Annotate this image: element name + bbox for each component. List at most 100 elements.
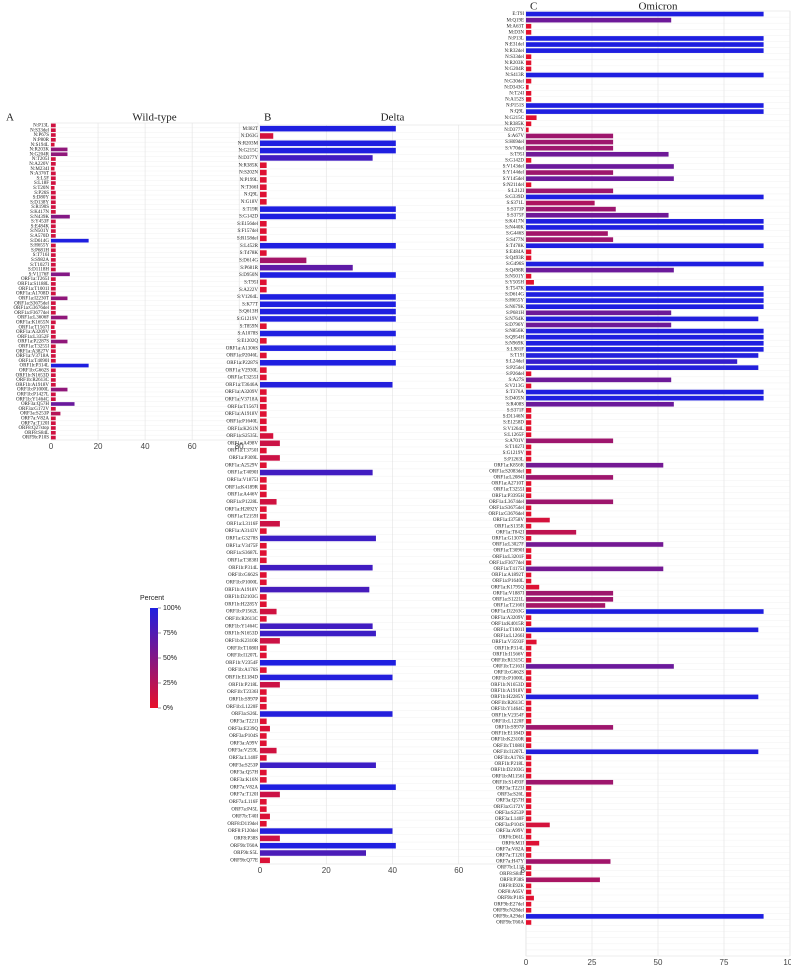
category-label: ORF8:Q27stop [18,426,49,431]
bar [51,349,56,353]
bar [51,128,56,133]
bar [526,816,532,822]
category-label: ORF1a:A2710T [492,482,525,487]
bar [51,190,56,195]
category-label: ORF1a:T3255I [18,344,49,349]
category-label: ORF1b:T1080I [493,744,524,749]
category-label: S:P681R [240,266,258,271]
category-label: ORF1a:V3593F [492,640,524,645]
bar [260,784,396,790]
bar [526,566,664,572]
bar [51,166,55,171]
bar [260,835,280,842]
x-tick-label: 80 [235,442,244,451]
bar [526,408,532,413]
category-label: ORF1a:P1640L [226,419,258,424]
category-label: ORF1b:Y1464C [225,624,259,629]
category-label: N:T205I [32,157,50,162]
category-label: N:D343G [504,85,524,90]
category-label: ORF9b:P10S [22,436,49,441]
bar [260,842,396,849]
category-label: ORF1a:G3676del [13,306,49,311]
bar [526,718,532,724]
category-label: S:P25del [506,366,525,371]
category-label: ORF1b:G662S [228,573,258,578]
bar [526,176,674,181]
category-label: S:Q493R [505,256,524,261]
bar [260,345,396,351]
bar [526,523,532,529]
legend-tick-label: 25% [163,680,177,687]
bar [526,755,532,761]
bar [260,703,267,710]
bar [526,340,764,346]
bar [260,242,396,249]
bar [51,315,68,320]
bar [260,491,267,498]
category-label: S:S982A [31,258,49,263]
category-label: S:H655Y [505,299,524,304]
category-label: S:G339D [505,195,524,200]
bar [526,621,532,627]
category-label: ORF1b:T2163I [493,665,524,670]
category-label: S:T478K [506,244,525,249]
panel-title: Delta [381,112,405,124]
category-label: N:Q9L [244,193,258,198]
category-label: ORF1b:I1566V [493,652,525,657]
bar [51,296,68,301]
category-label: S:V70del [505,146,525,151]
bar [260,638,280,644]
category-label: S:K417N [505,219,524,224]
bar [260,169,267,176]
bar [260,462,267,469]
category-label: ORF1b:R2613C [225,617,258,622]
category-label: ORF1a:T3646A [226,383,259,388]
category-label: ORF1a:T4175I [493,567,524,572]
category-label: ORF1b:S1493F [492,780,524,785]
category-label: ORF7a:H47Y [496,860,524,865]
category-label: S:G142D [239,215,258,220]
category-label: ORF1a:A3143V [225,529,258,534]
bar [51,152,68,157]
bar [526,688,532,694]
category-label: N:P151S [506,104,524,109]
category-label: N:S33del [505,55,525,60]
category-label: ORF1a:K856R [494,463,525,468]
category-label: ORF3a:L140F [229,756,258,761]
bar [260,279,267,286]
category-label: N:M234I [30,167,49,172]
bar [260,660,396,666]
bar [526,920,532,925]
bar [260,828,393,834]
category-label: ORF1a:T3255I [493,488,524,493]
bar [526,426,532,431]
bar [260,542,267,549]
bar [526,414,532,419]
category-label: ORF1a:G3278S [226,537,258,542]
bar [526,664,674,669]
category-label: ORF1b:I1207L [493,750,524,755]
category-label: N:R203K [30,148,50,153]
bar [51,282,56,286]
category-label: ORF3a:P104S [495,823,524,828]
category-label: S:T376A [506,390,525,395]
bar [260,177,267,183]
bar [260,813,270,820]
bar [260,820,267,827]
bar [526,548,532,553]
bar [260,777,267,783]
bar [51,123,56,128]
bar [51,200,56,205]
category-label: ORF6:M1I [502,841,525,846]
category-label: S:G1219V [237,317,259,322]
bar [260,162,267,169]
category-label: ORF1b:L1220F [492,719,524,724]
bar [526,48,764,53]
bar [526,151,669,157]
category-label: ORF1a:T4090I [227,471,258,476]
bar [51,238,89,243]
bar [51,363,89,368]
bar [260,557,267,564]
bar [526,676,532,681]
